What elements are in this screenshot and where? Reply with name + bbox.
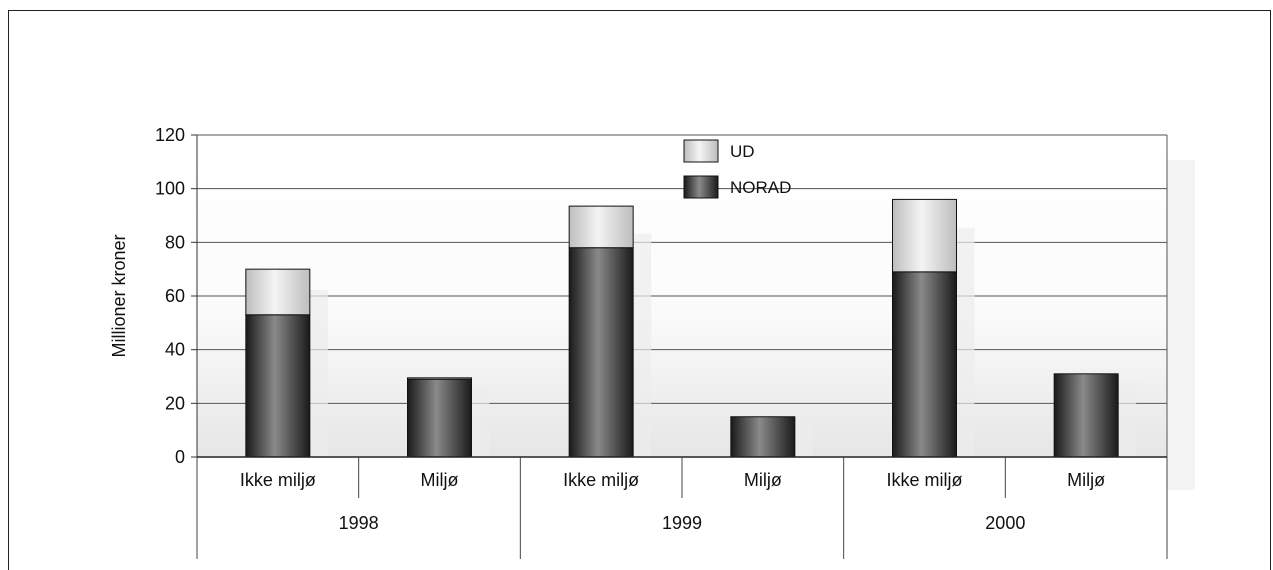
- x-category-label: Ikke miljø: [563, 470, 639, 490]
- x-category-label: Ikke miljø: [887, 470, 963, 490]
- y-axis-ticks: 0 20 40 60 80 100 120: [155, 125, 1168, 467]
- legend-swatch-ud: [683, 139, 719, 163]
- y-tick-label: 100: [155, 179, 185, 199]
- y-tick-label: 20: [165, 393, 185, 413]
- legend-label-ud: UD: [730, 142, 755, 161]
- bar-norad: [245, 314, 311, 458]
- legend-swatch-norad: [683, 175, 719, 199]
- y-tick-label: 0: [175, 447, 185, 467]
- bar-norad: [730, 416, 796, 458]
- x-category-label: Ikke miljø: [240, 470, 316, 490]
- bar-norad: [1053, 373, 1119, 458]
- bars: [245, 198, 1137, 458]
- y-axis-label: Millioner kroner: [109, 234, 129, 357]
- y-tick-label: 60: [165, 286, 185, 306]
- bar-ud: [568, 205, 634, 249]
- x-category-label: Miljø: [421, 470, 459, 490]
- bar-shadow: [471, 386, 490, 457]
- bar-shadow: [309, 289, 328, 457]
- bar-ud: [407, 377, 472, 380]
- bar-ud: [245, 268, 311, 316]
- bar-norad: [407, 378, 472, 458]
- x-group-label: 1998: [339, 513, 379, 533]
- x-group-label: 1999: [662, 513, 702, 533]
- bar-shadow: [1118, 382, 1137, 457]
- y-tick-label: 40: [165, 340, 185, 360]
- bar-norad: [892, 271, 957, 458]
- x-group-label: 2000: [985, 513, 1025, 533]
- bar-norad: [568, 247, 634, 458]
- x-category-label: Miljø: [1067, 470, 1105, 490]
- plot-shadow: [1167, 160, 1195, 490]
- x-axis: Ikke miljø Miljø Ikke miljø Miljø Ikke miljø…: [196, 456, 1168, 559]
- chart-frame: [8, 10, 1271, 570]
- legend: UD NORAD: [683, 139, 791, 199]
- legend-label-norad: NORAD: [730, 178, 791, 197]
- y-tick-label: 80: [165, 232, 185, 252]
- x-category-label: Miljø: [744, 470, 782, 490]
- bar-ud: [892, 198, 957, 273]
- bar-shadow: [956, 227, 975, 457]
- bar-shadow: [794, 421, 813, 457]
- y-tick-label: 120: [155, 125, 185, 145]
- bar-shadow: [633, 233, 652, 457]
